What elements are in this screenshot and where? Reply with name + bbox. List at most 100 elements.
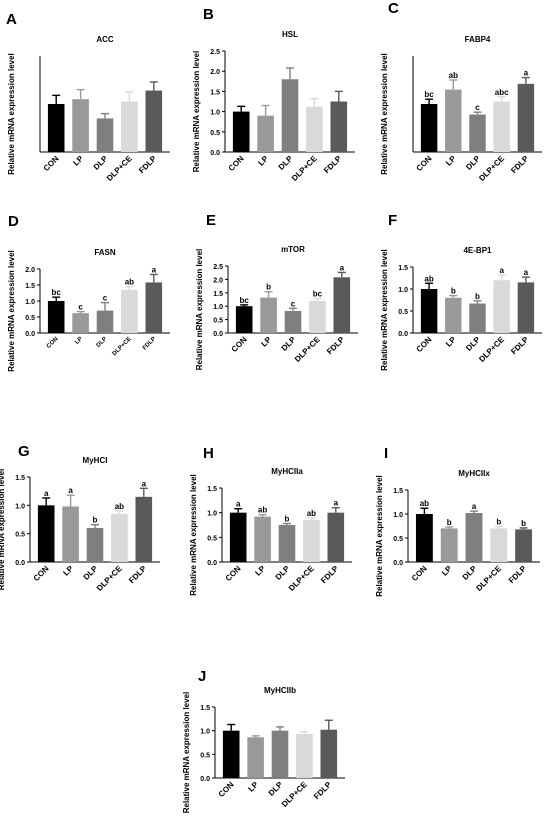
panel-h-xtick-label-1: LP <box>253 564 267 578</box>
panel-g-ytick-label-0: 0.0 <box>15 560 25 567</box>
panel-f-bar-0 <box>420 289 438 333</box>
panel-b-bar-4 <box>330 101 348 152</box>
panel-f-ytick-label-2: 1.0 <box>398 287 408 294</box>
panel-f-xtick-label-4: FDLP <box>509 335 531 357</box>
panel-b-ylabel: Relative mRNA expression level <box>192 51 201 173</box>
panel-a-xtick-label-3: DLP+CE <box>105 154 134 183</box>
panel-e-ytick-label-3: 1.5 <box>213 291 223 298</box>
panel-d-bar-1 <box>72 313 89 333</box>
panel-f-bar-4 <box>517 282 535 333</box>
panel-e-letter-0: bc <box>240 296 250 305</box>
panel-h-bar-2 <box>278 525 296 562</box>
panel-h-ytick-label-3: 1.5 <box>207 486 217 493</box>
panel-e-xtick-label-0: CON <box>230 335 249 354</box>
panel-b-bar-2 <box>281 79 299 152</box>
panel-f-letter-1: b <box>451 287 456 296</box>
panel-j-xtick-label-1: LP <box>246 780 260 794</box>
panel-g-bar-2 <box>86 528 104 562</box>
panel-g-bar-1 <box>62 506 79 562</box>
panel-b-xtick-label-0: CON <box>227 154 246 173</box>
panel-j-ytick-label-0: 0.0 <box>200 776 210 783</box>
panel-f-xtick-label-1: LP <box>444 335 458 349</box>
panel-j-letter: J <box>198 668 206 685</box>
panel-b-bar-1 <box>257 115 274 152</box>
panel-d-xtick-label-3: DLP+CE <box>112 336 133 357</box>
panel-h-ytick-label-1: 0.5 <box>207 535 217 542</box>
panel-c-xtick-label-3: DLP+CE <box>477 154 506 183</box>
panel-g-ylabel: Relative mRNA expression level <box>0 469 6 591</box>
panel-g-ytick-label-2: 1.0 <box>15 503 25 510</box>
panel-a-bar-3 <box>121 101 138 152</box>
panel-d-bar-2 <box>96 310 114 333</box>
panel-i-ytick-label-0: 0.0 <box>393 560 403 567</box>
panel-c-letter-2: c <box>475 103 480 112</box>
panel-j-bar-1 <box>247 737 264 778</box>
panel-i-xtick-label-3: DLP+CE <box>474 564 503 593</box>
panel-f-bar-3 <box>493 280 510 333</box>
panel-f-bar-1 <box>445 297 462 333</box>
panel-b-xtick-label-4: FDLP <box>322 154 344 176</box>
panel-a-bar-2 <box>96 118 114 152</box>
panel-e-ytick-label-4: 2.0 <box>213 277 223 284</box>
panel-e-ylabel: Relative mRNA expression level <box>195 249 204 371</box>
panel-c: C FABP4 Relative mRNA expression level bc CO… <box>380 0 542 183</box>
panel-f-xtick-label-2: DLP <box>464 335 482 353</box>
panel-e-xtick-label-4: FDLP <box>325 335 347 357</box>
panel-i-ytick-label-1: 0.5 <box>393 536 403 543</box>
panel-i-xtick-label-1: LP <box>440 564 454 578</box>
panel-h-bar-4 <box>327 512 345 562</box>
panel-j-ytick-label-3: 1.5 <box>200 705 210 712</box>
panel-a: A ACC Relative mRNA expression level CON LP D… <box>6 11 170 183</box>
panel-c-bar-0 <box>420 104 438 152</box>
panel-c-xtick-label-4: FDLP <box>509 154 531 176</box>
panel-i-letter-3: b <box>496 517 501 526</box>
panel-e-letter-4: a <box>340 263 345 272</box>
panel-h-bar-3 <box>303 520 320 562</box>
panel-i-letter-0: ab <box>420 499 429 508</box>
panel-c-bar-4 <box>517 83 535 152</box>
panel-i-letter-1: b <box>447 518 452 527</box>
panel-c-xtick-label-0: CON <box>415 154 434 173</box>
panel-g-title: MyHCI <box>83 456 108 465</box>
panel-c-letter-4: a <box>524 69 529 78</box>
panel-b-ytick-label-4: 2.0 <box>210 69 220 76</box>
panel-j-bar-0 <box>222 730 240 778</box>
panel-g-xtick-label-1: LP <box>61 564 75 578</box>
panel-f-ytick-label-1: 0.5 <box>398 309 408 316</box>
panel-h-ytick-label-2: 1.0 <box>207 511 217 518</box>
panel-h-ylabel: Relative mRNA expression level <box>189 474 198 596</box>
panel-e-xtick-label-2: DLP <box>280 335 298 353</box>
panel-j-title: MyHCIIb <box>264 686 296 695</box>
panel-b-ytick-label-3: 1.5 <box>210 89 220 96</box>
panel-i-ytick-label-3: 1.5 <box>393 488 403 495</box>
panel-f-title: 4E-BP1 <box>463 246 492 255</box>
panel-c-letter-3: abc <box>495 88 509 97</box>
panel-h-title: MyHCIIa <box>271 467 303 476</box>
panel-e-ytick-label-2: 1.0 <box>213 304 223 311</box>
panel-d-xtick-label-0: CON <box>46 336 60 350</box>
panel-g-letter: G <box>18 443 30 460</box>
panel-b-ytick-label-0: 0.0 <box>210 150 220 157</box>
panel-b-xtick-label-1: LP <box>256 154 270 168</box>
panel-a-xtick-label-1: LP <box>71 154 85 168</box>
panel-h-ytick-label-0: 0.0 <box>207 560 217 567</box>
panel-d-ylabel: Relative mRNA expression level <box>7 250 16 372</box>
panel-i-bar-2 <box>465 513 483 562</box>
panel-j-ytick-label-1: 0.5 <box>200 752 210 759</box>
panel-g-xtick-label-3: DLP+CE <box>95 564 124 593</box>
panel-i-letter-4: b <box>521 519 526 528</box>
panel-g-xtick-label-2: DLP <box>82 564 100 582</box>
panel-d-letter-2: c <box>103 294 108 303</box>
panel-d-ytick-label-0: 0.0 <box>25 331 35 338</box>
panel-b-letter: B <box>203 6 214 23</box>
panel-d-ytick-label-3: 1.5 <box>25 283 35 290</box>
panel-h: H MyHCIIa Relative mRNA expression level 0.… <box>189 445 352 596</box>
panel-h-xtick-label-4: FDLP <box>319 564 341 586</box>
panel-g-letter-2: b <box>93 516 98 525</box>
panel-a-bar-4 <box>145 90 163 152</box>
panel-d-letter: D <box>8 213 19 230</box>
panel-g-bar-3 <box>111 513 128 562</box>
panel-g-xtick-label-0: CON <box>32 564 51 583</box>
panel-g-letter-0: a <box>44 489 49 498</box>
